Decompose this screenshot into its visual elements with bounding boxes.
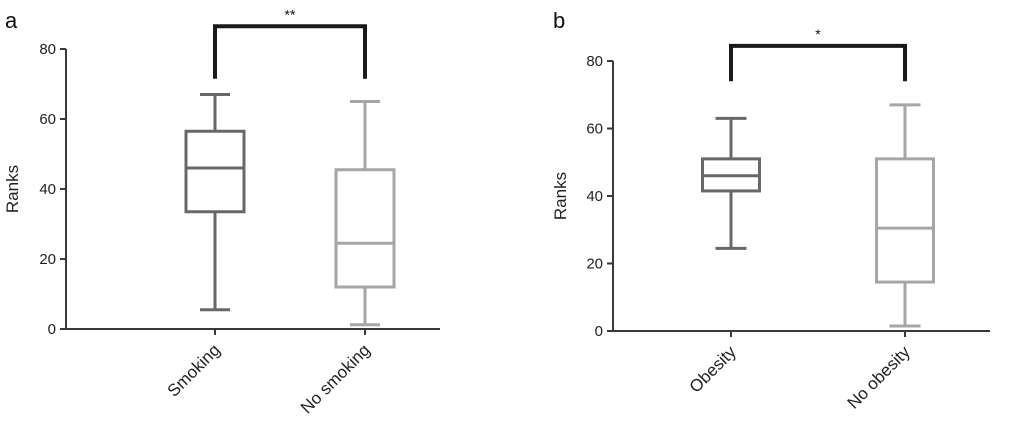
y-tick-label: 40 — [39, 181, 56, 198]
significance-bracket — [213, 24, 367, 79]
y-axis-label: Ranks — [3, 165, 22, 213]
panel-label: a — [5, 8, 18, 33]
significance-label: * — [815, 26, 821, 42]
x-tick-label: No smoking — [297, 340, 374, 417]
y-tick-label: 80 — [39, 41, 56, 58]
box-iqr — [875, 157, 935, 284]
box-iqr — [184, 129, 246, 214]
panel-b: b Ranks 0 20 40 60 80 Obesity No obesity * — [551, 8, 990, 413]
y-tick-label: 80 — [586, 53, 603, 70]
y-tick-label: 40 — [586, 188, 603, 205]
panel-a: a Ranks 0 20 40 60 80 Smoking No smoking ** — [3, 6, 440, 417]
box-iqr — [334, 168, 396, 289]
x-tick-label: Obesity — [686, 342, 741, 397]
y-tick-label: 60 — [586, 121, 603, 138]
panel-label: b — [553, 8, 565, 33]
y-tick-label: 20 — [39, 251, 56, 268]
y-tick-label: 0 — [48, 321, 56, 338]
x-tick-label: Smoking — [164, 340, 224, 400]
y-axis-label: Ranks — [551, 172, 570, 220]
y-tick-label: 20 — [586, 256, 603, 273]
significance-bracket — [729, 43, 907, 82]
y-tick-label: 60 — [39, 111, 56, 128]
x-tick-label: No obesity — [844, 342, 915, 413]
y-tick-label: 0 — [595, 323, 603, 340]
significance-label: ** — [285, 6, 296, 22]
